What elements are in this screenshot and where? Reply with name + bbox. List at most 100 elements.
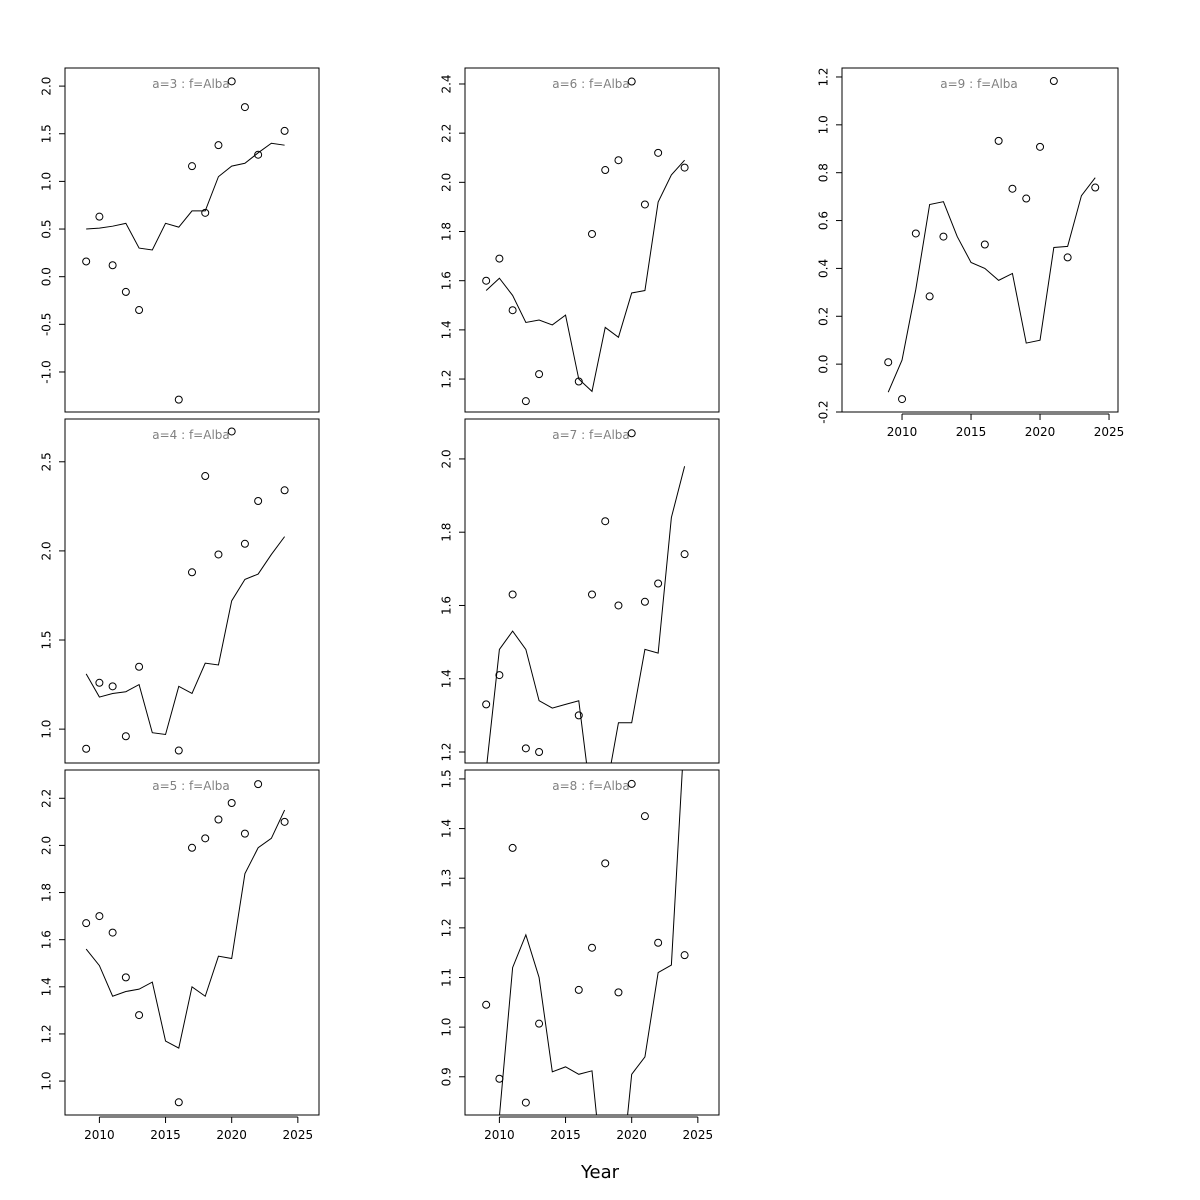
fitted-line [486,466,686,763]
point [495,1074,504,1083]
y-tick-label: 0.4 [817,259,831,278]
panel-title: a=5 : f=Alba [152,779,230,793]
point [95,212,104,221]
y-tick-label: 1.6 [440,271,454,290]
point [135,306,144,315]
y-tick-label: 1.6 [40,930,54,949]
point [135,1011,144,1020]
y-tick-label: -0.2 [817,400,831,423]
y-tick-label: 0.5 [40,219,54,238]
point [925,292,934,301]
panel-frame [64,67,320,413]
x-tick-label: 2010 [84,1128,115,1142]
y-tick-label: 1.3 [440,869,454,888]
point [254,150,263,159]
x-tick-label: 2015 [150,1128,181,1142]
point [1008,184,1017,193]
y-tick-label: 0.0 [817,355,831,374]
y-tick-label: 1.0 [440,1018,454,1037]
y-tick-label: 1.4 [40,977,54,996]
point [588,229,596,238]
point [482,1000,491,1009]
y-tick-label: 2.0 [40,77,54,96]
panel-frame [464,418,720,764]
point [1049,77,1058,86]
fitted-line [499,770,683,1115]
y-tick-label: 1.4 [440,669,454,688]
plot-area [482,429,689,763]
point [574,985,583,994]
point [482,700,491,709]
y-tick-label: 1.2 [817,67,831,86]
point [108,261,117,270]
point [911,229,920,238]
point [135,662,144,671]
point [174,746,183,755]
y-tick-label: 1.5 [440,769,454,788]
point [82,744,91,753]
point [1022,194,1031,203]
point [521,1098,530,1107]
point [939,232,948,241]
x-tick-label: 2010 [484,1128,515,1142]
fitted-line [85,536,286,736]
y-tick-label: -1.0 [40,360,54,383]
panel-title: a=9 : f=Alba [940,77,1018,91]
point [535,1019,544,1028]
point [280,817,289,826]
y-tick-label: 1.0 [40,720,54,739]
y-tick-label: 2.4 [440,74,454,93]
point [508,306,517,315]
y-tick-label: 1.1 [440,968,454,987]
x-tick-label: 2015 [550,1128,581,1142]
y-tick-label: 1.2 [40,1024,54,1043]
point [521,397,530,406]
panel-frame [64,769,320,1116]
y-tick-label: 1.4 [440,320,454,339]
y-tick-label: 0.0 [40,267,54,286]
y-tick-label: 1.8 [440,222,454,241]
point [95,912,104,921]
point [614,601,623,610]
x-tick-label: 2020 [216,1128,247,1142]
point [240,103,249,112]
y-tick-label: -0.5 [40,313,54,336]
point [188,162,196,171]
panel-title: a=6 : f=Alba [552,77,630,91]
point [201,208,210,217]
y-tick-label: 0.6 [817,211,831,230]
point [535,748,544,757]
y-tick-label: 2.0 [440,173,454,192]
point [601,517,610,526]
plot-area [82,77,289,404]
point [601,859,610,868]
y-tick-label: 1.5 [40,124,54,143]
y-tick-label: 1.4 [440,819,454,838]
panel-title: a=3 : f=Alba [152,77,230,91]
y-tick-label: 2.0 [40,836,54,855]
y-tick-label: 1.2 [440,370,454,389]
y-tick-label: 1.2 [440,742,454,761]
point [680,951,689,960]
point [1091,183,1100,192]
y-tick-label: 1.8 [40,883,54,902]
panel-title: a=4 : f=Alba [152,428,230,442]
point [227,427,236,436]
point [574,711,583,720]
point [214,550,223,559]
point [601,166,610,175]
point [95,678,104,687]
fitted-line [485,159,685,393]
plot-area [82,427,289,755]
point [188,843,196,852]
point [174,1098,183,1107]
y-tick-label: 1.6 [440,596,454,615]
point [994,136,1003,145]
point [254,496,263,505]
point [108,928,117,937]
point [627,77,636,86]
panel-title: a=8 : f=Alba [552,779,630,793]
point [1063,253,1072,262]
point [280,486,289,495]
